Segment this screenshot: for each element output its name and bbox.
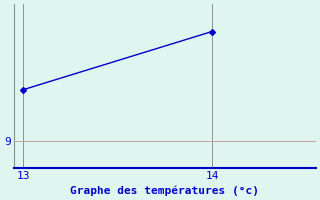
X-axis label: Graphe des températures (°c): Graphe des températures (°c) <box>70 185 259 196</box>
